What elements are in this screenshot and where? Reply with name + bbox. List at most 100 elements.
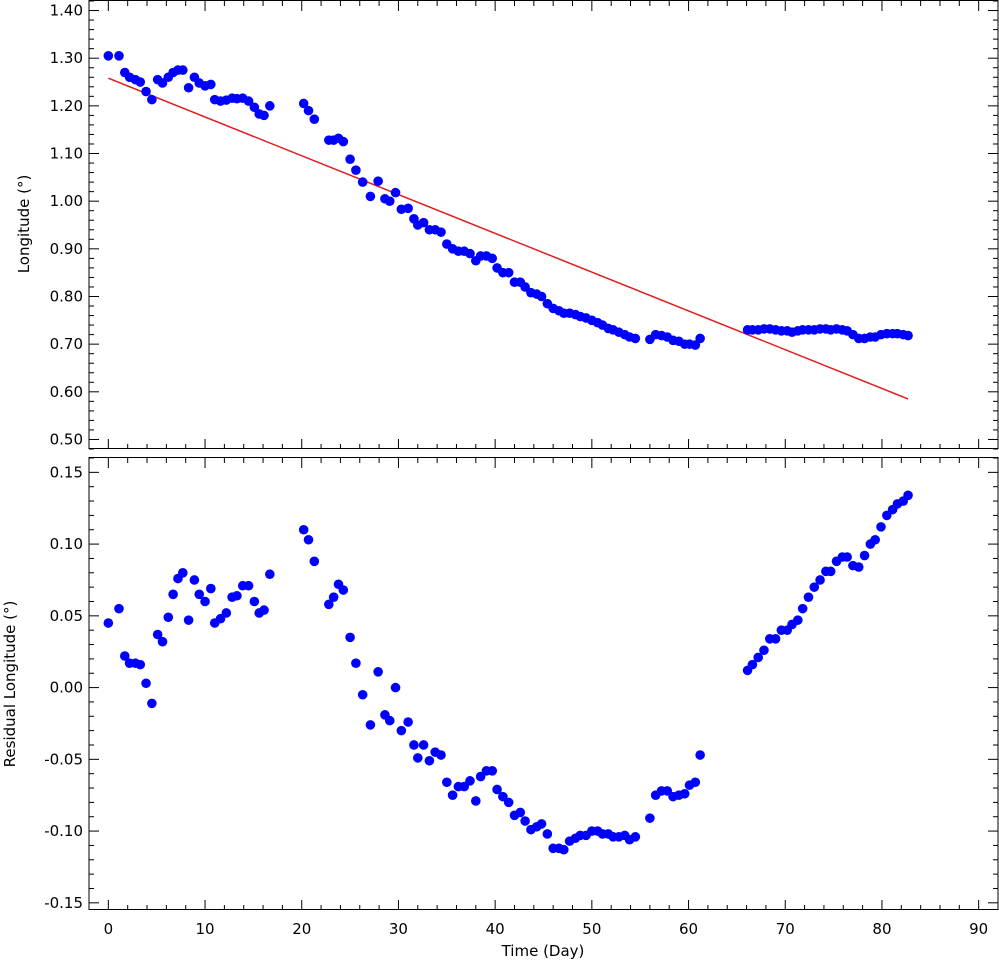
data-point (259, 605, 269, 615)
data-point (396, 725, 407, 736)
data-point (114, 51, 124, 61)
y-tick-label: 0.70 (50, 335, 83, 353)
data-point (542, 829, 553, 839)
data-point (797, 603, 808, 614)
data-point (492, 784, 502, 795)
data-point (373, 667, 383, 677)
data-point (630, 832, 641, 842)
data-point (183, 615, 194, 625)
data-point (842, 552, 852, 562)
data-point (357, 689, 368, 700)
y-tick-label: 1.30 (50, 49, 83, 67)
x-tick-label: 10 (195, 920, 214, 938)
data-point (809, 582, 820, 592)
data-point (163, 612, 174, 623)
data-point (630, 333, 641, 344)
data-point (206, 583, 216, 594)
data-point (409, 740, 419, 750)
data-point (412, 753, 423, 763)
data-point (770, 634, 781, 644)
data-point (152, 629, 163, 640)
data-point (243, 96, 254, 106)
data-point (515, 807, 526, 818)
data-point (747, 659, 758, 670)
y-tick-label: 0.60 (50, 383, 83, 401)
data-point (328, 592, 339, 602)
data-point (695, 333, 705, 344)
x-axis-title: Time (Day) (501, 942, 585, 960)
y-tick-label: 1.00 (50, 192, 83, 210)
x-tick-label: 30 (389, 920, 408, 938)
data-point (338, 585, 349, 595)
data-point (373, 176, 383, 186)
data-point (141, 678, 151, 689)
data-point (365, 720, 376, 730)
data-point (298, 98, 309, 109)
data-point (536, 819, 547, 829)
data-point (206, 79, 216, 90)
data-point (465, 248, 475, 259)
y-tick-label: -0.05 (44, 750, 83, 768)
data-point (465, 776, 475, 786)
x-tick-label: 40 (486, 920, 505, 938)
data-point (135, 659, 146, 670)
data-point (753, 652, 763, 663)
data-point (189, 575, 200, 585)
y-tick-label: -0.15 (44, 894, 83, 912)
bottom-panel-data-points (103, 490, 913, 855)
top-panel-x-ticks (107, 1, 999, 449)
bottom-panel-y-ticks: -0.15 -0.10 -0.05 0.00 0.05 0.10 0.15 (44, 457, 998, 912)
data-point (345, 632, 355, 643)
data-point (645, 813, 655, 823)
data-point (345, 154, 355, 165)
bottom-panel-x-ticks: 0 10 20 30 40 50 60 70 80 90 (104, 458, 999, 938)
data-point (870, 534, 880, 545)
y-tick-label: -0.10 (44, 822, 83, 840)
data-point (903, 490, 913, 501)
data-point (157, 636, 168, 647)
data-point (390, 187, 401, 198)
data-point (390, 682, 401, 693)
data-point (309, 114, 320, 124)
data-point (119, 651, 130, 661)
data-point (103, 618, 114, 628)
data-point (338, 136, 349, 147)
top-panel-longitude: 0.50 0.60 0.70 0.80 0.90 1.00 1.10 1.20 1.30 1.40… (15, 0, 999, 450)
x-tick-label: 70 (776, 920, 795, 938)
data-point (436, 750, 446, 760)
data-point (903, 330, 913, 341)
data-point (365, 191, 376, 202)
data-point (298, 524, 309, 535)
data-point (803, 592, 814, 602)
data-point (418, 217, 429, 228)
data-point (265, 569, 275, 580)
top-panel-y-axis-title: Longitude (°) (15, 175, 33, 274)
y-tick-label: 1.40 (50, 2, 83, 20)
x-tick-label: 0 (104, 920, 114, 938)
data-point (853, 562, 864, 572)
bottom-panel-y-axis-title: Residual Longitude (°) (1, 601, 19, 768)
data-point (520, 816, 530, 826)
data-point (259, 110, 269, 121)
data-point (759, 645, 769, 656)
data-point (384, 715, 395, 726)
data-point (221, 608, 232, 618)
data-point (690, 340, 701, 350)
data-point (436, 227, 446, 237)
data-point (815, 575, 825, 585)
fit-line (108, 77, 909, 400)
data-point (303, 534, 314, 545)
data-point (876, 522, 886, 532)
top-panel-frame (88, 0, 999, 449)
data-point (403, 717, 413, 727)
data-point (141, 86, 151, 97)
data-point (503, 797, 514, 808)
data-point (194, 589, 205, 600)
data-point (679, 788, 690, 799)
data-point (147, 94, 157, 105)
data-point (249, 596, 260, 607)
x-tick-label: 20 (292, 920, 311, 938)
y-tick-label: 0.00 (50, 679, 83, 697)
data-point (424, 755, 435, 766)
data-point (168, 589, 178, 600)
